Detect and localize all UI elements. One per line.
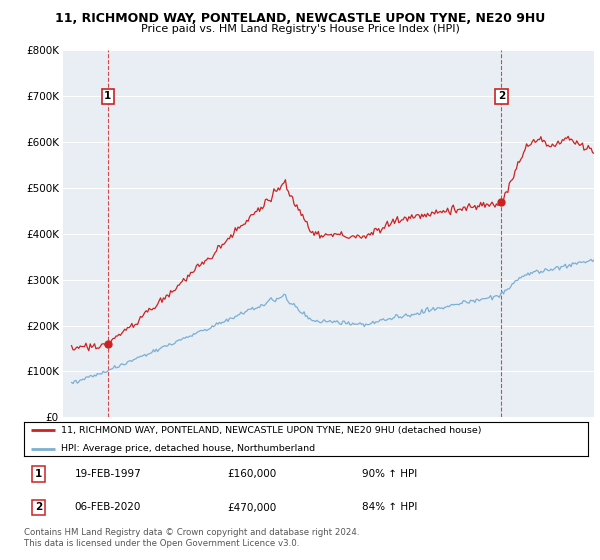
Text: £470,000: £470,000 [227,502,276,512]
Text: 2: 2 [498,91,505,101]
Text: Price paid vs. HM Land Registry's House Price Index (HPI): Price paid vs. HM Land Registry's House … [140,24,460,34]
Text: 2: 2 [35,502,43,512]
Text: HPI: Average price, detached house, Northumberland: HPI: Average price, detached house, Nort… [61,444,315,453]
Text: 1: 1 [104,91,112,101]
Text: 06-FEB-2020: 06-FEB-2020 [75,502,141,512]
Text: £160,000: £160,000 [227,469,276,479]
Text: 1: 1 [35,469,43,479]
Text: 19-FEB-1997: 19-FEB-1997 [75,469,142,479]
Text: 11, RICHMOND WAY, PONTELAND, NEWCASTLE UPON TYNE, NE20 9HU: 11, RICHMOND WAY, PONTELAND, NEWCASTLE U… [55,12,545,25]
Text: 11, RICHMOND WAY, PONTELAND, NEWCASTLE UPON TYNE, NE20 9HU (detached house): 11, RICHMOND WAY, PONTELAND, NEWCASTLE U… [61,426,481,435]
Text: 90% ↑ HPI: 90% ↑ HPI [362,469,418,479]
Text: 84% ↑ HPI: 84% ↑ HPI [362,502,418,512]
Text: Contains HM Land Registry data © Crown copyright and database right 2024.
This d: Contains HM Land Registry data © Crown c… [24,528,359,548]
